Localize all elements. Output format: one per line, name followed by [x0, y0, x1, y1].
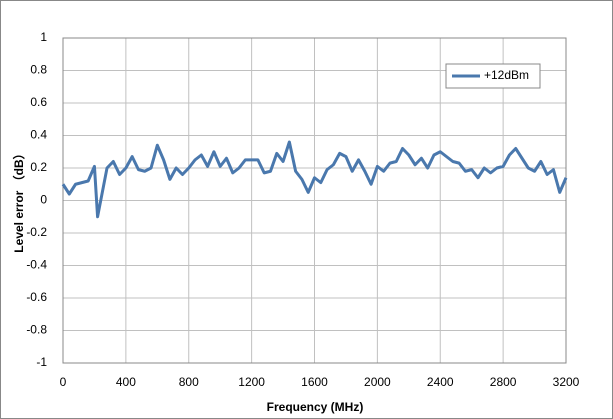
y-tick-label: 0.8	[30, 63, 47, 77]
legend-label: +12dBm	[484, 68, 529, 82]
x-tick-label: 2000	[364, 375, 391, 389]
x-tick-label: 1600	[301, 375, 328, 389]
y-tick-label: -0.4	[26, 258, 47, 272]
x-tick-label: 0	[60, 375, 67, 389]
y-tick-label: -0.8	[26, 323, 47, 337]
x-tick-label: 1200	[238, 375, 265, 389]
y-tick-label: -0.2	[26, 225, 47, 239]
y-tick-label: 0.6	[30, 95, 47, 109]
x-tick-label: 2800	[490, 375, 517, 389]
y-tick-label: 0.2	[30, 160, 47, 174]
x-axis-label: Frequency (MHz)	[267, 400, 364, 414]
y-axis-label: Level error （dB）	[11, 147, 26, 252]
x-tick-label: 400	[116, 375, 136, 389]
y-tick-label: -0.6	[26, 290, 47, 304]
x-tick-label: 3200	[553, 375, 580, 389]
y-tick-label: 1	[40, 30, 47, 44]
x-tick-label: 2400	[427, 375, 454, 389]
x-tick-label: 800	[179, 375, 199, 389]
y-tick-label: 0.4	[30, 128, 47, 142]
y-tick-label: -1	[36, 355, 47, 369]
plot-border	[62, 37, 567, 364]
y-tick-label: 0	[40, 193, 47, 207]
data-line	[61, 140, 568, 219]
